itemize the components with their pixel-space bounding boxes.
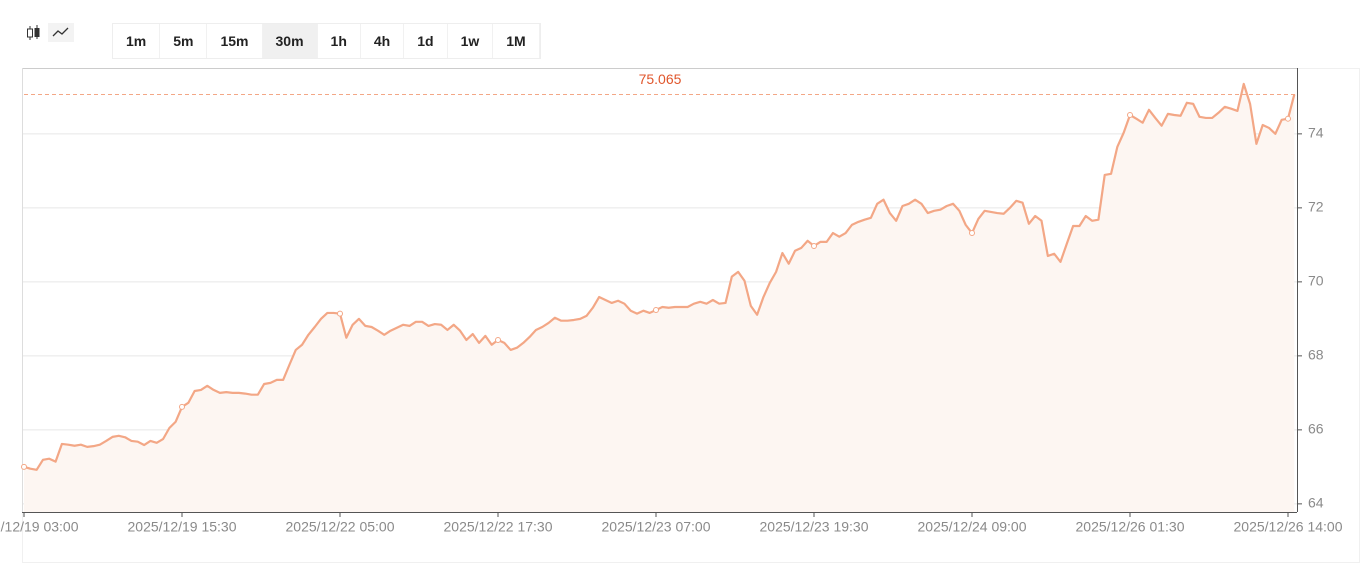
interval-toolbar: 1m 5m 15m 30m 1h 4h 1d 1w 1M [112,23,541,59]
point-marker [653,306,659,313]
x-tick-label: 2025/12/19 15:30 [128,519,237,535]
point-marker [495,336,501,343]
interval-button[interactable]: 30m [262,24,318,58]
y-tick-label: 74 [1308,125,1324,141]
point-marker [337,310,343,317]
x-tick-label: 2025/12/23 19:30 [760,519,869,535]
x-tick-label: 2025/12/24 09:00 [918,519,1027,535]
y-tick-label: 64 [1308,495,1324,511]
interval-button[interactable]: 1M [493,24,540,58]
point-marker [21,463,27,470]
interval-button[interactable]: 1d [404,24,448,58]
price-line [23,82,1296,471]
x-tick-label: 2025/12/22 05:00 [286,519,395,535]
y-tick-label: 66 [1308,421,1324,437]
y-tick-label: 68 [1308,347,1324,363]
area [24,83,1295,512]
x-tick-label: 2025/12/22 17:30 [444,519,553,535]
candle-icon[interactable] [27,25,40,40]
chart-style-icons [27,23,74,42]
x-tick-label: 2025/12/23 07:00 [602,519,711,535]
last-value-label: 75.065 [639,71,682,87]
interval-button[interactable]: 15m [207,24,263,58]
x-tick-label: 2025/12/26 14:00 [1234,519,1343,535]
interval-button[interactable]: 1m [113,24,161,58]
chart-frame [22,68,1360,563]
point-marker [811,242,817,249]
point-marker [1285,115,1291,122]
y-tick-label: 70 [1308,273,1324,289]
x-tick-label: 2025/12/19 03:00 [0,519,79,535]
point-marker [1127,111,1133,118]
y-tick-label: 72 [1308,199,1324,215]
interval-button[interactable]: 5m [160,24,208,58]
interval-button[interactable]: 1w [448,24,494,58]
point-marker [179,403,185,410]
x-tick-label: 2025/12/26 01:30 [1076,519,1185,535]
point-marker [969,230,975,237]
line-icon[interactable] [52,27,69,37]
interval-button[interactable]: 1h [318,24,361,58]
interval-button[interactable]: 4h [361,24,405,58]
